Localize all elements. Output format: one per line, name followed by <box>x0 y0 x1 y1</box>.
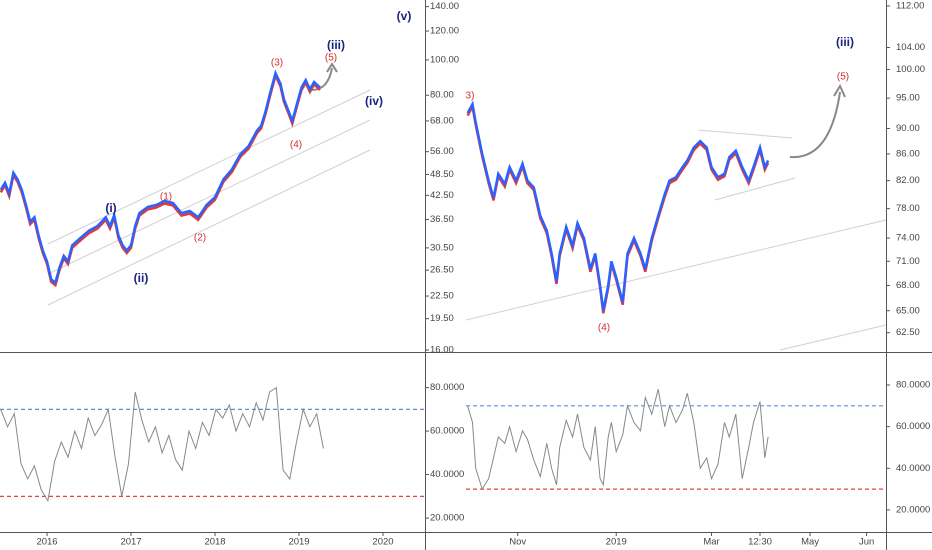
x-tick-label: May <box>801 537 819 548</box>
x-tick-label: Nov <box>509 537 526 548</box>
y-tick-label: 20.0000 <box>896 504 930 515</box>
wave-label: (iii) <box>327 38 345 52</box>
triangle-line <box>714 177 796 201</box>
wave-label: (3) <box>271 58 283 69</box>
wave-label: (4) <box>290 140 302 151</box>
channel-line <box>47 89 371 245</box>
wave-label: (iv) <box>365 94 383 108</box>
series-line <box>0 386 324 503</box>
y-tick-label: 42.50 <box>430 190 454 201</box>
y-tick-label: 68.00 <box>430 115 454 126</box>
channel-line <box>47 149 371 306</box>
y-tick-label: 100.00 <box>430 54 459 65</box>
y-tick-label: 100.00 <box>896 64 925 75</box>
y-tick-label: 19.50 <box>430 313 454 324</box>
channel-line <box>47 119 371 275</box>
y-tick-label: 40.0000 <box>430 469 464 480</box>
trend-line <box>465 219 887 321</box>
arrow-head <box>833 83 846 98</box>
y-tick-label: 22.50 <box>430 291 454 302</box>
y-tick-label: 48.50 <box>430 169 454 180</box>
y-tick-label: 40.0000 <box>896 463 930 474</box>
series-line <box>467 389 769 491</box>
arrow-head <box>326 62 338 73</box>
wave-label: (1) <box>160 192 172 203</box>
series-line <box>0 69 321 285</box>
x-tick-label: Jun <box>859 537 874 548</box>
y-tick-label: 80.0000 <box>896 380 930 391</box>
y-tick-label: 68.00 <box>896 280 920 291</box>
y-tick-label: 60.0000 <box>430 426 464 437</box>
y-tick-label: 82.00 <box>896 175 920 186</box>
triangle-line <box>697 129 793 139</box>
wave-label: (2) <box>194 233 206 244</box>
x-tick-label: 2017 <box>120 537 141 548</box>
y-tick-label: 140.00 <box>430 1 459 12</box>
wave-label: (5) <box>325 53 337 64</box>
y-tick-label: 104.00 <box>896 42 925 53</box>
arrows <box>311 62 846 159</box>
y-tick-label: 95.00 <box>896 93 920 104</box>
wave-label: (5) <box>837 72 849 83</box>
x-tick-label: 12:30 <box>748 537 772 548</box>
y-tick-label: 74.00 <box>896 233 920 244</box>
x-tick-label: 2018 <box>204 537 225 548</box>
y-tick-label: 56.00 <box>430 146 454 157</box>
wave-label: (iii) <box>836 35 854 49</box>
y-tick-label: 78.00 <box>896 203 920 214</box>
y-tick-label: 26.50 <box>430 265 454 276</box>
x-tick-label: 2019 <box>288 537 309 548</box>
y-tick-label: 71.00 <box>896 256 920 267</box>
y-tick-label: 90.00 <box>896 123 920 134</box>
y-tick-label: 20.0000 <box>430 513 464 524</box>
wave-label: (v) <box>397 9 412 23</box>
wave-label: (4) <box>598 323 610 334</box>
price-shadow <box>0 71 321 288</box>
y-tick-label: 112.00 <box>896 0 924 11</box>
y-tick-label: 36.50 <box>430 214 454 225</box>
y-tick-label: 86.00 <box>896 148 920 159</box>
arrow <box>311 67 333 91</box>
y-tick-label: 60.0000 <box>896 421 930 432</box>
y-tick-label: 30.50 <box>430 242 454 253</box>
y-tick-label: 62.50 <box>896 327 920 338</box>
trend-line <box>779 324 887 351</box>
trend-lines <box>47 89 887 351</box>
wave-label: 3) <box>466 91 475 102</box>
series-line <box>466 100 770 311</box>
x-tick-label: 2020 <box>372 537 393 548</box>
y-tick-label: 16.00 <box>430 345 454 356</box>
arrow <box>789 91 841 159</box>
wave-label: (i) <box>105 201 116 215</box>
y-tick-label: 120.00 <box>430 26 459 37</box>
x-tick-label: 2019 <box>606 537 627 548</box>
wave-label: (ii) <box>134 271 149 285</box>
x-tick-label: Mar <box>703 537 719 548</box>
y-tick-label: 80.0000 <box>430 382 464 393</box>
x-tick-label: 2016 <box>36 537 57 548</box>
y-tick-label: 65.00 <box>896 305 920 316</box>
y-tick-label: 80.00 <box>430 90 454 101</box>
